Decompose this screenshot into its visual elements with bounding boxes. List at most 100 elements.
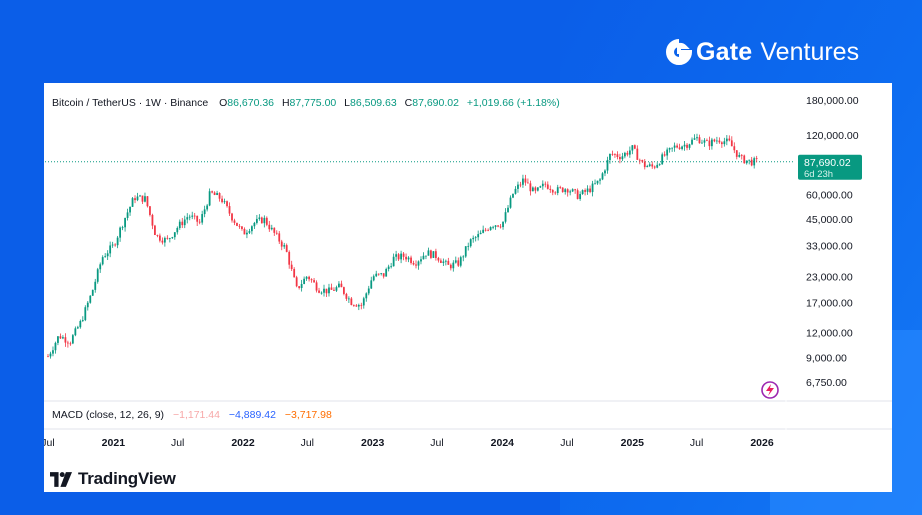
candle xyxy=(101,255,104,266)
candle xyxy=(444,259,447,266)
candle xyxy=(711,137,713,150)
candle xyxy=(290,260,293,271)
candle xyxy=(166,235,169,240)
alert-bolt-icon[interactable] xyxy=(761,381,779,399)
candle xyxy=(343,286,345,296)
time-tick-label: 2024 xyxy=(491,437,515,449)
candle xyxy=(748,159,751,165)
candle xyxy=(723,137,726,147)
candle xyxy=(698,134,701,144)
candle xyxy=(308,275,310,282)
macd-legend[interactable]: MACD (close, 12, 26, 9) −1,171.44 −4,889… xyxy=(52,409,332,421)
price-tick-label: 6,750.00 xyxy=(806,377,847,389)
time-tick-label: 2022 xyxy=(231,437,255,449)
candle xyxy=(141,195,144,205)
candle xyxy=(173,232,176,240)
candle xyxy=(134,195,136,204)
candle xyxy=(549,185,552,193)
price-tag-countdown: 6d 23h xyxy=(804,169,833,180)
candle xyxy=(298,285,301,290)
candle xyxy=(161,237,164,245)
candle xyxy=(310,278,313,283)
candle xyxy=(273,227,276,236)
candle xyxy=(425,255,427,260)
candle xyxy=(79,319,82,329)
candle xyxy=(576,188,579,200)
candle xyxy=(507,205,509,213)
candle xyxy=(671,147,674,152)
candle xyxy=(47,353,49,358)
candle xyxy=(223,198,226,204)
candle xyxy=(750,156,753,167)
candle xyxy=(385,267,388,277)
candle xyxy=(653,165,656,170)
candle xyxy=(469,238,472,248)
candle xyxy=(651,161,654,169)
macd-histogram: −1,171.44 xyxy=(172,409,220,421)
candle xyxy=(400,250,402,264)
candle xyxy=(221,195,223,204)
candle xyxy=(407,256,410,263)
candle xyxy=(66,340,69,348)
candle xyxy=(708,136,711,150)
candle xyxy=(201,210,204,225)
candle xyxy=(116,235,119,249)
price-tick-label: 60,000.00 xyxy=(806,189,853,201)
candle xyxy=(422,252,425,260)
tradingview-logo[interactable]: TradingView xyxy=(50,469,176,489)
candle xyxy=(681,145,683,151)
price-tick-label: 180,000.00 xyxy=(806,95,859,107)
price-tag: 87,690.02 6d 23h xyxy=(798,154,862,180)
candle xyxy=(347,296,350,303)
candle xyxy=(604,169,606,177)
candle xyxy=(186,213,189,224)
price-tick-label: 120,000.00 xyxy=(806,130,859,142)
candle xyxy=(300,279,303,292)
candles-series[interactable] xyxy=(47,133,758,359)
candle xyxy=(352,304,355,307)
candle xyxy=(464,246,467,258)
candle xyxy=(631,145,634,155)
brand-name-light: Ventures xyxy=(760,37,860,66)
candle xyxy=(146,195,149,208)
candle xyxy=(633,144,636,150)
candle xyxy=(599,177,601,185)
candle xyxy=(402,251,405,261)
candle xyxy=(477,230,480,241)
legend-l-label: L xyxy=(344,97,351,109)
candle xyxy=(395,250,398,261)
price-axis[interactable]: 180,000.00 120,000.00 60,000.00 45,000.00 33… xyxy=(806,95,859,389)
candle xyxy=(76,325,79,330)
time-tick-label: Jul xyxy=(690,437,703,449)
candle xyxy=(323,284,325,297)
candle xyxy=(253,221,256,229)
legend-change: +1,019.66 (+1.18%) xyxy=(466,97,560,109)
chart-svg[interactable]: 180,000.00 120,000.00 60,000.00 45,000.00 33… xyxy=(44,83,892,492)
candle xyxy=(661,152,664,165)
candle xyxy=(260,216,263,224)
candle xyxy=(288,250,291,269)
candle xyxy=(713,138,716,143)
gate-logo-icon xyxy=(666,39,692,65)
candle xyxy=(479,230,482,235)
legend-h-label: H xyxy=(281,97,290,109)
candle xyxy=(193,212,196,220)
candle xyxy=(216,190,218,196)
legend-symbol: Bitcoin / TetherUS · 1W · Binance xyxy=(52,97,209,109)
candle xyxy=(357,303,360,311)
candle xyxy=(733,142,736,154)
price-tick-label: 23,000.00 xyxy=(806,272,853,284)
candle xyxy=(156,234,159,238)
candle xyxy=(616,151,619,160)
candle xyxy=(676,143,679,149)
candle xyxy=(218,192,221,202)
time-tick-label: 2021 xyxy=(102,437,126,449)
candle xyxy=(246,229,248,239)
candle xyxy=(522,174,524,188)
candle xyxy=(176,226,179,235)
candle xyxy=(94,278,97,293)
time-tick-label: 2025 xyxy=(621,437,645,449)
time-axis[interactable]: Jul 2021 Jul 2022 Jul 2023 Jul 2024 Jul 2025 Jul 20… xyxy=(44,437,774,449)
candle xyxy=(544,181,547,188)
candle xyxy=(442,258,445,266)
